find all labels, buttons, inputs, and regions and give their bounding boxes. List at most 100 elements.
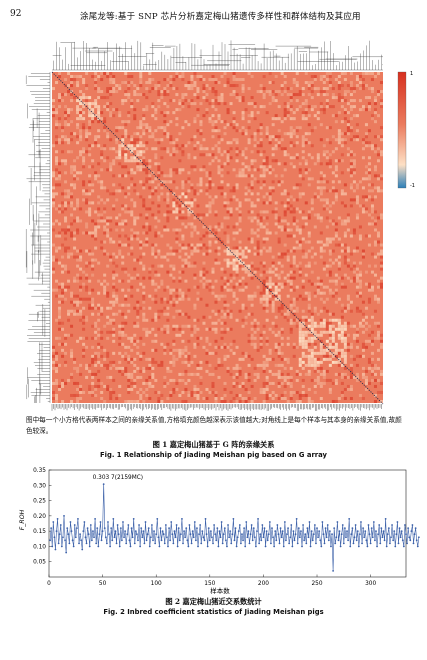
heatmap-cell bbox=[103, 285, 107, 289]
heatmap-cell bbox=[151, 189, 155, 193]
heatmap-cell bbox=[85, 276, 89, 280]
heatmap-cell bbox=[124, 72, 128, 76]
heatmap-cell bbox=[217, 171, 221, 175]
heatmap-cell bbox=[61, 135, 65, 139]
heatmap-cell bbox=[289, 132, 293, 136]
heatmap-cell bbox=[295, 369, 299, 373]
heatmap-cell bbox=[379, 177, 383, 181]
heatmap-cell bbox=[301, 393, 305, 397]
heatmap-cell bbox=[181, 153, 185, 157]
heatmap-cell bbox=[214, 102, 218, 106]
heatmap-cell bbox=[112, 360, 116, 364]
data-point bbox=[109, 545, 112, 548]
heatmap-cell bbox=[247, 333, 251, 337]
heatmap-cell bbox=[316, 363, 320, 367]
heatmap-cell bbox=[358, 270, 362, 274]
heatmap-cell bbox=[271, 255, 275, 259]
data-point bbox=[149, 536, 152, 539]
heatmap-cell bbox=[208, 78, 212, 82]
heatmap-cell bbox=[283, 204, 287, 208]
heatmap-cell bbox=[370, 351, 374, 355]
heatmap-cell bbox=[172, 390, 176, 394]
heatmap-cell bbox=[73, 159, 77, 163]
heatmap-cell bbox=[148, 72, 152, 76]
heatmap-cells bbox=[52, 72, 383, 403]
heatmap-cell bbox=[52, 348, 56, 352]
heatmap-cell bbox=[262, 159, 266, 163]
heatmap-cell bbox=[193, 354, 197, 358]
heatmap-cell bbox=[85, 129, 89, 133]
heatmap-cell bbox=[283, 90, 287, 94]
heatmap-cell bbox=[346, 264, 350, 268]
heatmap-cell bbox=[277, 375, 281, 379]
heatmap-cell bbox=[355, 123, 359, 127]
heatmap-cell bbox=[355, 279, 359, 283]
heatmap-cell bbox=[238, 264, 242, 268]
heatmap-cell bbox=[355, 273, 359, 277]
heatmap-cell bbox=[124, 90, 128, 94]
heatmap-cell bbox=[220, 99, 224, 103]
heatmap-cell bbox=[64, 111, 68, 115]
heatmap-cell bbox=[163, 90, 167, 94]
heatmap-cell bbox=[97, 201, 101, 205]
heatmap-cell bbox=[232, 339, 236, 343]
heatmap-cell bbox=[61, 354, 65, 358]
heatmap-cell bbox=[136, 315, 140, 319]
heatmap-cell bbox=[277, 396, 281, 400]
data-point bbox=[124, 530, 127, 533]
heatmap-cell bbox=[307, 354, 311, 358]
heatmap-cell bbox=[343, 111, 347, 115]
heatmap-cell bbox=[205, 99, 209, 103]
heatmap-cell bbox=[94, 351, 98, 355]
heatmap-cell bbox=[256, 372, 260, 376]
heatmap-cell bbox=[289, 318, 293, 322]
heatmap-cell bbox=[211, 270, 215, 274]
heatmap-cell bbox=[238, 255, 242, 259]
data-point bbox=[283, 521, 286, 523]
heatmap-cell bbox=[304, 222, 308, 226]
heatmap-cell bbox=[292, 300, 296, 304]
heatmap-cell bbox=[121, 174, 125, 178]
heatmap-cell bbox=[109, 321, 113, 325]
heatmap-cell bbox=[265, 135, 269, 139]
heatmap-cell bbox=[313, 192, 317, 196]
heatmap-cell bbox=[286, 312, 290, 316]
heatmap-cell bbox=[292, 318, 296, 322]
heatmap-cell bbox=[70, 183, 74, 187]
heatmap-cell bbox=[232, 258, 236, 262]
heatmap-cell bbox=[76, 273, 80, 277]
heatmap-cell bbox=[112, 303, 116, 307]
heatmap-cell bbox=[199, 216, 203, 220]
heatmap-cell bbox=[322, 348, 326, 352]
heatmap-cell bbox=[268, 348, 272, 352]
heatmap-cell bbox=[124, 315, 128, 319]
heatmap-cell bbox=[319, 105, 323, 109]
heatmap-cell bbox=[106, 315, 110, 319]
x-tick-label: 300 bbox=[365, 581, 376, 587]
heatmap-cell bbox=[100, 186, 104, 190]
heatmap-cell bbox=[103, 384, 107, 388]
heatmap-cell bbox=[169, 369, 173, 373]
data-point bbox=[94, 518, 96, 520]
heatmap-cell bbox=[376, 177, 380, 181]
heatmap-cell bbox=[268, 198, 272, 202]
heatmap-cell bbox=[250, 399, 254, 403]
heatmap-cell bbox=[289, 288, 293, 292]
heatmap-cell bbox=[160, 279, 164, 283]
heatmap-cell bbox=[280, 306, 284, 310]
heatmap-cell bbox=[343, 132, 347, 136]
heatmap-cell bbox=[211, 153, 215, 157]
heatmap-cell bbox=[256, 363, 260, 367]
heatmap-cell bbox=[358, 324, 362, 328]
heatmap-cell bbox=[313, 324, 317, 328]
heatmap-cell bbox=[190, 327, 194, 331]
heatmap-cell bbox=[262, 195, 266, 199]
heatmap-cell bbox=[106, 321, 110, 325]
heatmap-cell bbox=[298, 321, 302, 325]
heatmap-cell bbox=[265, 216, 269, 220]
data-point bbox=[400, 530, 403, 533]
heatmap-cell bbox=[361, 141, 365, 145]
heatmap-cell bbox=[376, 324, 380, 328]
heatmap-cell bbox=[139, 336, 143, 340]
heatmap-cell bbox=[211, 381, 215, 385]
